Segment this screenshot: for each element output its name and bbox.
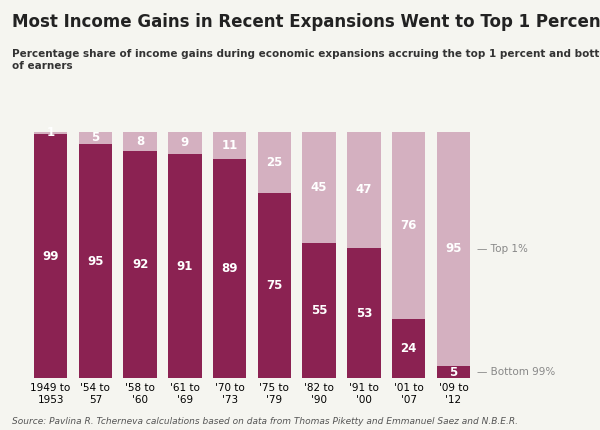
Bar	[302, 243, 336, 378]
Bar	[168, 132, 202, 154]
Text: — Bottom 99%: — Bottom 99%	[477, 367, 555, 377]
Text: 8: 8	[136, 135, 144, 148]
Bar	[347, 248, 380, 378]
Text: 92: 92	[132, 258, 148, 271]
Bar	[213, 159, 247, 378]
Bar	[79, 144, 112, 378]
Text: 25: 25	[266, 156, 283, 169]
Text: 45: 45	[311, 181, 328, 194]
Text: 89: 89	[221, 262, 238, 275]
Bar	[257, 194, 291, 378]
Text: 75: 75	[266, 280, 283, 292]
Text: 91: 91	[176, 260, 193, 273]
Bar	[437, 132, 470, 366]
Bar	[213, 132, 247, 159]
Bar	[257, 132, 291, 194]
Text: 95: 95	[87, 255, 104, 268]
Bar	[124, 132, 157, 151]
Text: 11: 11	[221, 139, 238, 152]
Bar	[392, 319, 425, 378]
Text: 99: 99	[43, 250, 59, 263]
Text: Most Income Gains in Recent Expansions Went to Top 1 Percent: Most Income Gains in Recent Expansions W…	[12, 13, 600, 31]
Text: 24: 24	[400, 342, 417, 355]
Bar	[347, 132, 380, 248]
Text: 47: 47	[356, 183, 372, 196]
Bar	[302, 132, 336, 243]
Bar	[34, 132, 67, 134]
Text: 95: 95	[445, 243, 461, 255]
Bar	[79, 132, 112, 144]
Text: 1: 1	[47, 126, 55, 139]
Text: 5: 5	[91, 131, 100, 144]
Bar	[124, 151, 157, 378]
Bar	[168, 154, 202, 378]
Bar	[392, 132, 425, 319]
Text: 76: 76	[400, 219, 417, 232]
Text: 5: 5	[449, 366, 458, 379]
Bar	[34, 134, 67, 378]
Text: Source: Pavlina R. Tcherneva calculations based on data from Thomas Piketty and : Source: Pavlina R. Tcherneva calculation…	[12, 417, 518, 426]
Text: — Top 1%: — Top 1%	[477, 244, 528, 254]
Bar	[437, 366, 470, 378]
Text: 53: 53	[356, 307, 372, 319]
Text: Percentage share of income gains during economic expansions accruing the top 1 p: Percentage share of income gains during …	[12, 49, 600, 71]
Text: 9: 9	[181, 136, 189, 149]
Text: 55: 55	[311, 304, 328, 317]
